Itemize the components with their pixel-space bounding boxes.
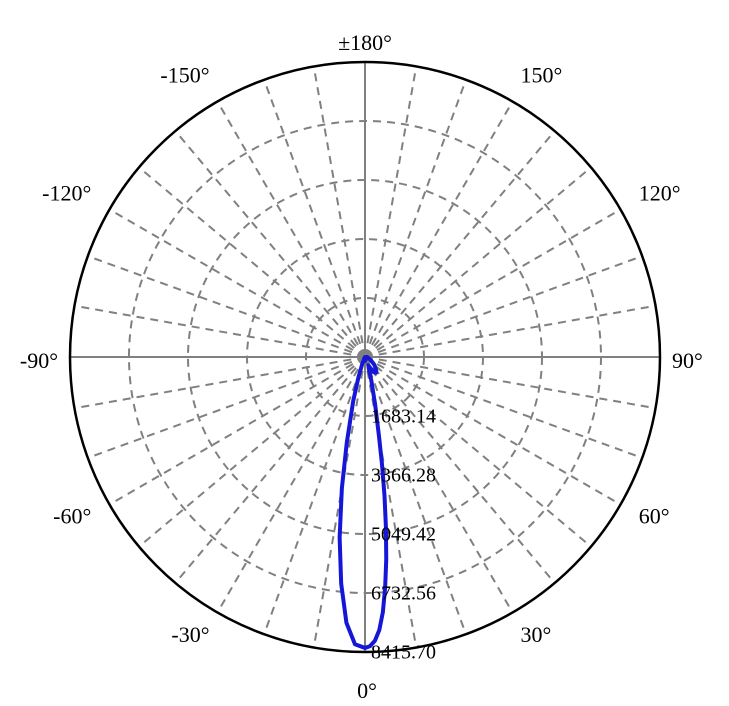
polar-chart: 1683.14 3366.28 5049.42 6732.56 8415.70 0° 30°… xyxy=(0,0,729,706)
angle-label: -150° xyxy=(160,62,209,87)
ring-label: 8415.70 xyxy=(371,642,436,664)
ring-label: 1683.14 xyxy=(371,406,436,428)
ring-label: 5049.42 xyxy=(371,524,436,546)
angle-label: 150° xyxy=(521,62,563,87)
spoke xyxy=(365,306,656,357)
angle-label: 90° xyxy=(672,348,703,373)
spoke xyxy=(74,357,365,408)
angle-label: -90° xyxy=(20,348,58,373)
ring-label: 6732.56 xyxy=(371,583,436,605)
spoke xyxy=(88,357,365,458)
ring-label: 3366.28 xyxy=(371,465,436,487)
center-dot xyxy=(362,356,368,362)
angle-label: 0° xyxy=(357,678,377,703)
angle-label: 120° xyxy=(639,181,681,206)
spoke xyxy=(365,256,642,357)
angle-label: -120° xyxy=(42,181,91,206)
angle-label: -60° xyxy=(53,504,91,529)
spoke xyxy=(365,357,656,408)
angle-label: -30° xyxy=(171,622,209,647)
spoke xyxy=(314,66,365,357)
angle-label: 60° xyxy=(639,504,670,529)
angle-label: ±180° xyxy=(338,30,392,55)
angle-label: 30° xyxy=(521,622,552,647)
spoke xyxy=(365,66,416,357)
spoke xyxy=(74,306,365,357)
